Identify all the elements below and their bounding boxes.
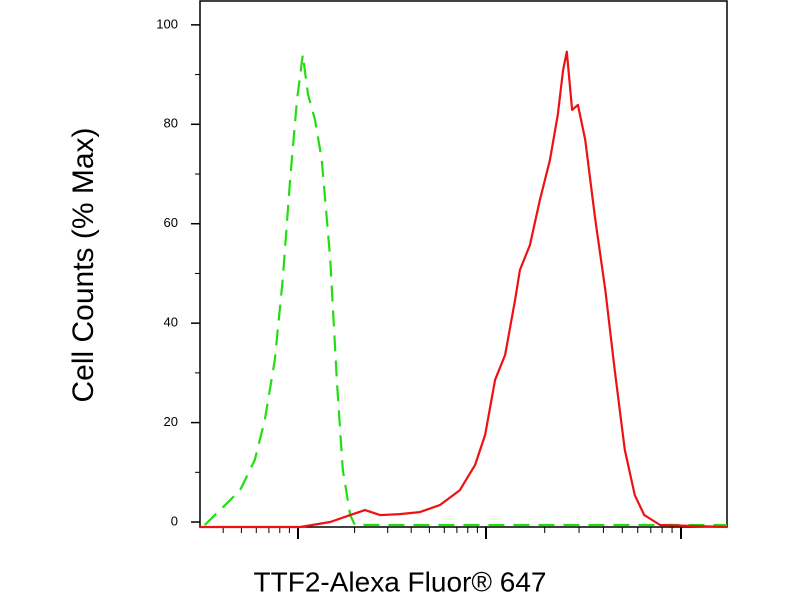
y-axis-label: Cell Counts (% Max): [67, 127, 100, 402]
x-axis-label: TTF2-Alexa Fluor® 647: [254, 566, 547, 597]
series-line: [203, 53, 727, 527]
y-tick-label: 80: [164, 116, 178, 131]
series-line: [200, 50, 728, 529]
y-tick-label: 20: [164, 414, 178, 429]
y-tick-label: 40: [164, 315, 178, 330]
y-tick-label: 0: [171, 513, 178, 528]
plot-frame: [199, 0, 728, 528]
y-tick-label: 100: [156, 16, 178, 31]
y-tick-label: 60: [164, 215, 178, 230]
